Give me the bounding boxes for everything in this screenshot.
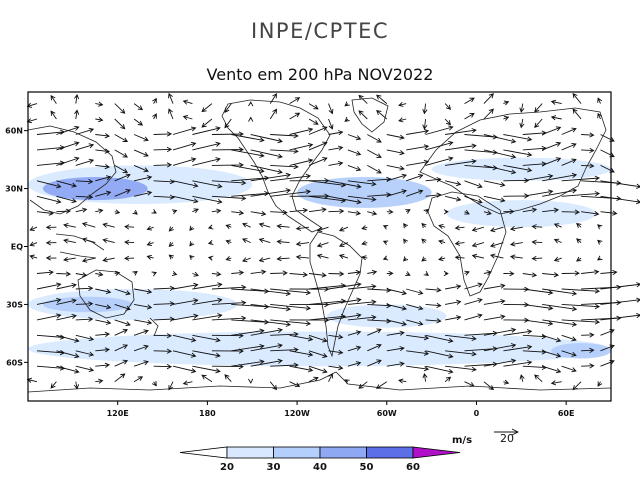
colorbar-segment-1 [274, 447, 321, 458]
lon-tick-label-2: 120W [284, 409, 310, 418]
colorbar-level-label-2: 40 [313, 462, 327, 473]
org-title: INPE/CPTEC [251, 19, 389, 43]
lon-tick-label-4: 0 [474, 409, 480, 418]
colorbar-lower-extension [180, 447, 227, 458]
jet-region-3 [432, 158, 611, 181]
colorbar: 20 30 40 50 60 [180, 447, 460, 473]
longitude-axis: 120E 180 120W 60W 0 60E [107, 401, 575, 418]
plot-area [28, 92, 640, 401]
jet-region-6 [43, 297, 133, 312]
lon-tick-label-5: 60E [558, 409, 575, 418]
reference-vector-label: 20 [500, 432, 514, 445]
colorbar-segment-0 [227, 447, 274, 458]
map-title: Vento em 200 hPa NOV2022 [207, 65, 434, 84]
colorbar-level-label-4: 60 [406, 462, 420, 473]
latitude-axis: 60N 30N EQ 30S 60S [5, 127, 28, 368]
lon-tick-label-3: 60W [377, 409, 397, 418]
lon-tick-label-1: 180 [199, 409, 216, 418]
colorbar-segment-2 [320, 447, 367, 458]
lat-tick-label-1: 30N [5, 185, 23, 194]
lat-tick-label-0: 60N [5, 127, 23, 136]
colorbar-unit-label: m/s [452, 435, 472, 446]
reference-vector: 20 [494, 429, 518, 445]
lat-tick-label-2: EQ [11, 243, 23, 252]
colorbar-level-label-3: 50 [360, 462, 374, 473]
lat-tick-label-4: 60S [6, 358, 23, 367]
colorbar-level-label-1: 30 [267, 462, 281, 473]
lat-tick-label-3: 30S [6, 300, 23, 309]
colorbar-segment-3 [367, 447, 414, 458]
colorbar-upper-extension [413, 447, 460, 458]
colorbar-level-label-0: 20 [220, 462, 234, 473]
jet-region-7 [28, 331, 611, 366]
lon-tick-label-0: 120E [107, 409, 129, 418]
